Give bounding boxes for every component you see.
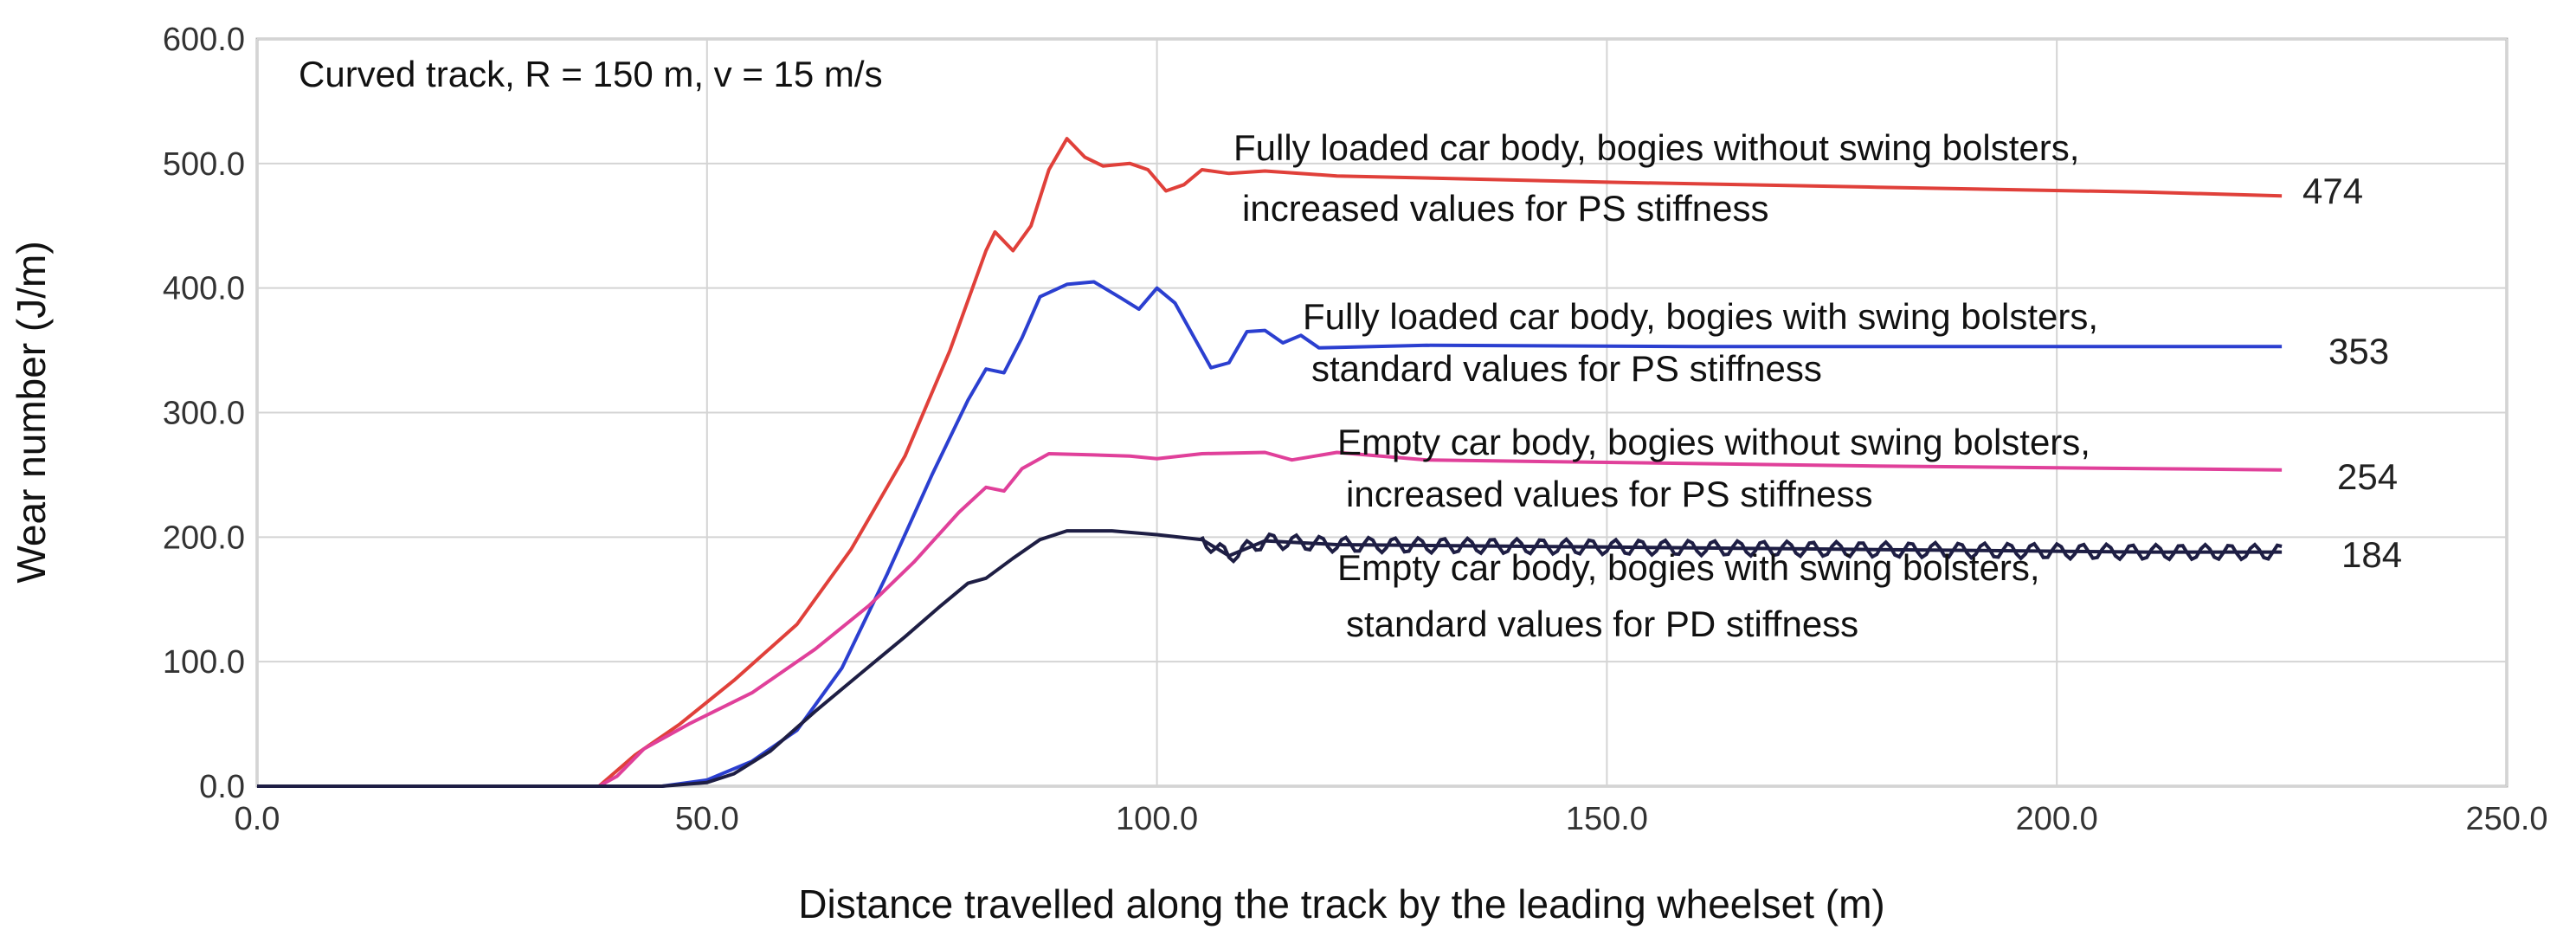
y-tick-label: 300.0 [163,396,245,432]
grid [256,38,2508,787]
series-label: Fully loaded car body, bogies with swing… [1303,296,2098,337]
chart-annotation: Curved track, R = 150 m, v = 15 m/s [299,54,883,94]
series-label: standard values for PD stiffness [1346,604,1858,644]
ticks: 0.0 100.0 200.0 300.0 400.0 500.0 600.0 0.0 50.0… [163,22,2548,837]
y-tick-label: 0.0 [199,769,245,805]
y-tick-label: 200.0 [163,520,245,556]
series-line [257,450,2283,788]
y-axis-title: Wear number (J/m) [9,241,54,583]
series-end-value: 474 [2302,171,2363,211]
x-tick-label: 200.0 [2016,801,2098,837]
x-tick-label: 250.0 [2465,801,2547,837]
series-end-value: 254 [2337,456,2398,497]
x-tick-label: 50.0 [675,801,739,837]
x-axis-title: Distance travelled along the track by th… [798,881,1884,926]
series-label: increased values for PS stiffness [1242,188,1769,229]
series-label: increased values for PS stiffness [1346,474,1873,514]
series-line [257,137,2283,788]
x-tick-label: 150.0 [1566,801,1648,837]
series-label: standard values for PS stiffness [1311,348,1822,389]
x-tick-label: 0.0 [235,801,280,837]
series-end-value: 184 [2341,534,2402,575]
y-tick-label: 500.0 [163,146,245,183]
series-line [257,280,2283,788]
series-label: Empty car body, bogies without swing bol… [1337,422,2090,462]
y-tick-label: 100.0 [163,644,245,681]
x-tick-label: 100.0 [1116,801,1198,837]
series-end-value: 353 [2328,331,2389,371]
series-oscillation [1200,532,2283,564]
series-line [257,529,2283,788]
labels: Fully loaded car body, bogies without sw… [1233,127,2402,644]
y-tick-label: 600.0 [163,22,245,58]
series-label: Fully loaded car body, bogies without sw… [1233,127,2079,168]
series-layer [257,137,2283,788]
series-label: Empty car body, bogies with swing bolste… [1337,547,2040,588]
y-tick-label: 400.0 [163,271,245,307]
